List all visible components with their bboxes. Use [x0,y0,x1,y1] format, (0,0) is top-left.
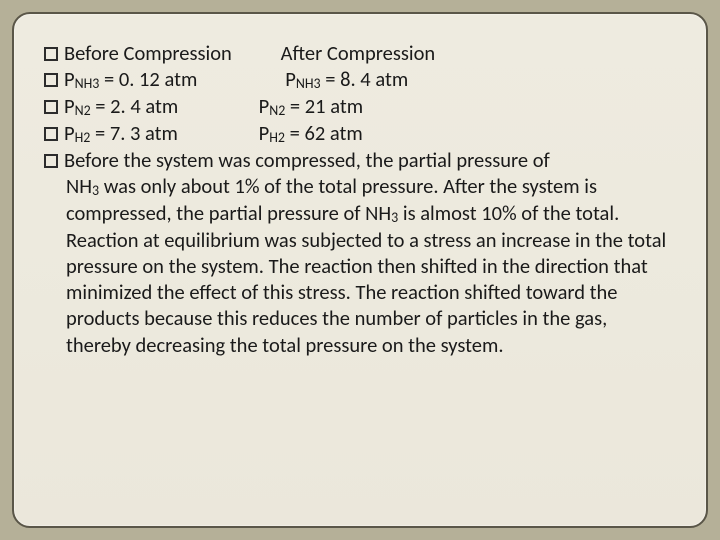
after-h2: PH2 = 62 atm [259,120,363,147]
square-bullet-icon [44,73,58,87]
square-bullet-icon [44,154,58,168]
header-before: Before Compression [64,40,232,66]
square-bullet-icon [44,127,58,141]
data-row-n2: PN2 = 2. 4 atm PN2 = 21 atm [44,93,676,120]
header-row: Before Compression After Compression [44,40,676,66]
slide-content: Before Compression After Compression PNH… [44,40,676,358]
after-nh3: PNH3 = 8. 4 atm [281,66,409,93]
header-after: After Compression [281,40,436,66]
square-bullet-icon [44,47,58,61]
data-row-h2: PH2 = 7. 3 atm PH2 = 62 atm [44,120,676,147]
paragraph: Before the system was compressed, the pa… [44,147,676,173]
before-nh3: PNH3 = 0. 12 atm [64,66,197,92]
slide-frame: Before Compression After Compression PNH… [12,12,708,528]
data-row-nh3: PNH3 = 0. 12 atm PNH3 = 8. 4 atm [44,66,676,93]
before-h2: PH2 = 7. 3 atm [64,120,178,146]
square-bullet-icon [44,100,58,114]
paragraph-body: NH3 was only about 1% of the total press… [44,173,676,358]
paragraph-lead: Before the system was compressed, the pa… [64,147,550,173]
before-n2: PN2 = 2. 4 atm [64,93,178,119]
after-n2: PN2 = 21 atm [259,93,363,120]
